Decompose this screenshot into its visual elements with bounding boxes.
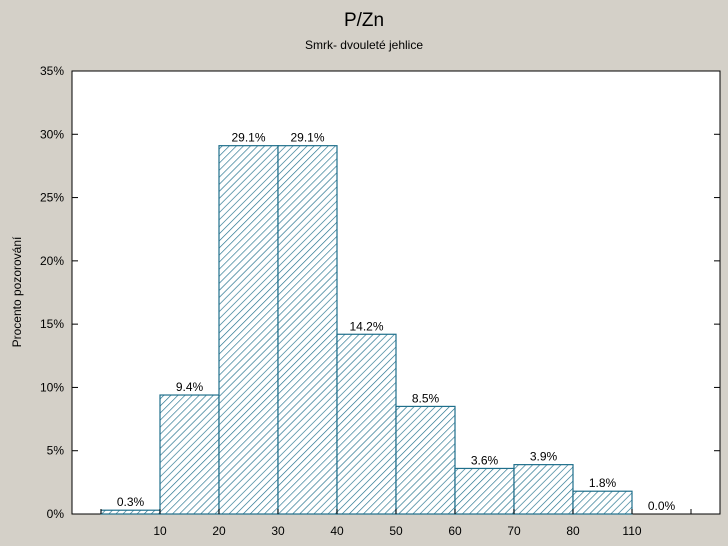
y-axis: 0% 5% 10% 15% 20% 25% 30% 35% — [40, 64, 720, 521]
x-tick-label-80: 80 — [566, 524, 580, 538]
bars-group: 0.3% 9.4% 29.1% 29.1% 14.2% 8.5% 3.6% 3.9% 1.8% 0… — [100, 131, 676, 515]
x-tick-label-10: 10 — [153, 524, 167, 538]
bar-30-40 — [277, 145, 338, 515]
x-tick-label-110: 110 — [622, 524, 641, 538]
x-tick-label-40: 40 — [330, 524, 344, 538]
y-tick-label-10%: 10% — [40, 380, 64, 394]
bar-10-20 — [159, 394, 220, 515]
x-tick-label-50: 50 — [389, 524, 403, 538]
y-tick-label-5%: 5% — [47, 444, 65, 458]
data-label-70-80: 3.9% — [530, 450, 558, 464]
bar-50-60 — [395, 405, 456, 515]
x-tick-label-30: 30 — [271, 524, 285, 538]
y-tick-label-20%: 20% — [40, 254, 64, 268]
x-tick-label-70: 70 — [507, 524, 521, 538]
y-axis-title: Procento pozorování — [10, 236, 24, 347]
data-label-50-60: 8.5% — [412, 391, 440, 405]
y-tick-label-35%: 35% — [40, 64, 64, 78]
bar-40-50 — [336, 333, 397, 515]
y-tick-label-25%: 25% — [40, 191, 64, 205]
data-label-110+: 0.0% — [648, 499, 676, 513]
bar-20-30 — [218, 145, 279, 515]
y-tick-label-0%: 0% — [47, 507, 65, 521]
data-label-30-40: 29.1% — [290, 131, 324, 145]
bar-0-10 — [100, 509, 161, 515]
y-tick-label-15%: 15% — [40, 317, 64, 331]
y-tick-label-30%: 30% — [40, 127, 64, 141]
bar-60-70 — [454, 467, 515, 515]
data-label-0-10: 0.3% — [117, 495, 145, 509]
data-label-20-30: 29.1% — [231, 131, 265, 145]
x-axis: 10 20 30 40 50 60 70 80 110 — [100, 509, 692, 538]
bar-70-80 — [513, 464, 574, 515]
bar-80-110 — [572, 490, 633, 515]
x-tick-label-20: 20 — [212, 524, 226, 538]
data-label-10-20: 9.4% — [176, 380, 204, 394]
data-label-80-110: 1.8% — [589, 476, 617, 490]
chart-subtitle: Smrk- dvouleté jehlice — [304, 38, 424, 52]
chart-title: P/Zn — [343, 10, 385, 31]
data-label-60-70: 3.6% — [471, 453, 499, 467]
x-tick-label-60: 60 — [448, 524, 462, 538]
data-label-40-50: 14.2% — [349, 319, 383, 333]
